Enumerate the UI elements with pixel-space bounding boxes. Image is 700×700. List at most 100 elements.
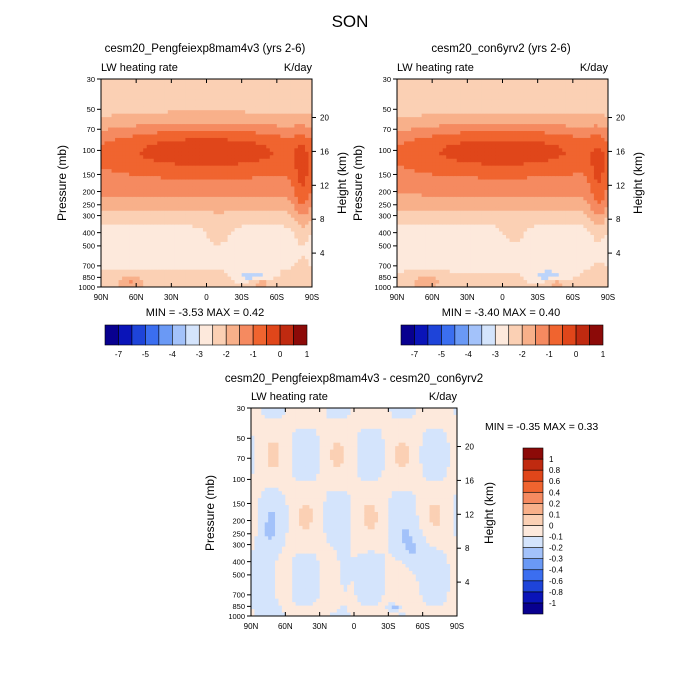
heatmap-cell bbox=[252, 79, 257, 83]
colorbar-swatch bbox=[252, 324, 267, 346]
heatmap-cell bbox=[178, 124, 183, 128]
heatmap-cell bbox=[111, 85, 116, 90]
heatmap-cell bbox=[446, 221, 451, 225]
heatmap-cell bbox=[414, 217, 419, 222]
heatmap-cell bbox=[400, 179, 405, 184]
heatmap-cell bbox=[304, 131, 309, 135]
heatmap-cell bbox=[421, 172, 426, 177]
heatmap-cell bbox=[111, 172, 116, 177]
heatmap-cell bbox=[428, 79, 433, 83]
heatmap-cell bbox=[143, 124, 148, 128]
heatmap-cell bbox=[115, 144, 119, 149]
heatmap-cell bbox=[195, 241, 200, 246]
heatmap-cell bbox=[192, 82, 197, 87]
heatmap-cell bbox=[132, 255, 137, 260]
heatmap-cell bbox=[227, 231, 232, 236]
heatmap-cell bbox=[453, 245, 458, 250]
heatmap-cell bbox=[252, 127, 257, 132]
heatmap-cell bbox=[157, 127, 162, 132]
heatmap-cell bbox=[178, 120, 183, 125]
heatmap-cell bbox=[178, 103, 183, 108]
heatmap-cell bbox=[266, 144, 271, 149]
heatmap-cell bbox=[167, 144, 172, 149]
heatmap-cell bbox=[463, 276, 468, 281]
heatmap-cell bbox=[397, 210, 401, 215]
heatmap-cell bbox=[118, 117, 123, 121]
heatmap-cell bbox=[167, 141, 172, 146]
heatmap-cell bbox=[213, 283, 218, 288]
heatmap-cell bbox=[400, 231, 405, 236]
heatmap-cell bbox=[231, 193, 236, 198]
heatmap-cell bbox=[101, 273, 105, 277]
heatmap-cell bbox=[276, 207, 281, 212]
heatmap-cell bbox=[283, 245, 288, 250]
heatmap-cell bbox=[132, 89, 137, 94]
heatmap-cell bbox=[202, 82, 207, 87]
heatmap-cell bbox=[199, 134, 204, 139]
heatmap-cell bbox=[283, 221, 288, 225]
heatmap-cell bbox=[435, 238, 440, 243]
heatmap-cell bbox=[446, 96, 451, 101]
heatmap-cell bbox=[297, 155, 302, 160]
heatmap-cell bbox=[206, 92, 211, 97]
heatmap-cell bbox=[178, 228, 183, 232]
heatmap-cell bbox=[118, 280, 123, 284]
heatmap-cell bbox=[404, 196, 408, 201]
heatmap-cell bbox=[435, 85, 440, 90]
heatmap-cell bbox=[269, 200, 274, 205]
heatmap-cell bbox=[266, 283, 271, 288]
heatmap-cell bbox=[195, 193, 200, 198]
heatmap-cell bbox=[104, 231, 109, 236]
heatmap-cell bbox=[467, 259, 472, 264]
heatmap-cell bbox=[231, 162, 236, 167]
heatmap-cell bbox=[101, 196, 105, 201]
heatmap-cell bbox=[241, 224, 246, 229]
heatmap-cell bbox=[252, 144, 257, 149]
heatmap-cell bbox=[206, 148, 211, 153]
heatmap-cell bbox=[400, 269, 405, 274]
heatmap-cell bbox=[245, 148, 250, 153]
heatmap-cell bbox=[217, 137, 221, 142]
heatmap-cell bbox=[269, 96, 274, 101]
heatmap-cell bbox=[167, 82, 172, 87]
heatmap-cell bbox=[280, 120, 285, 125]
heatmap-cell bbox=[248, 89, 253, 94]
heatmap-cell bbox=[118, 245, 123, 250]
heatmap-cell bbox=[470, 155, 475, 160]
heatmap-cell bbox=[185, 273, 190, 277]
heatmap-cell bbox=[297, 283, 302, 288]
heatmap-cell bbox=[178, 144, 183, 149]
heatmap-cell bbox=[397, 214, 401, 219]
heatmap-cell bbox=[404, 85, 408, 90]
heatmap-cell bbox=[160, 221, 165, 225]
heatmap-cell bbox=[463, 144, 468, 149]
heatmap-cell bbox=[132, 273, 137, 277]
heatmap-cell bbox=[164, 221, 169, 225]
heatmap-cell bbox=[283, 179, 288, 184]
heatmap-cell bbox=[185, 82, 190, 87]
heatmap-cell bbox=[136, 207, 141, 212]
heatmap-cell bbox=[122, 228, 127, 232]
heatmap-cell bbox=[115, 245, 119, 250]
heatmap-cell bbox=[308, 106, 313, 111]
heatmap-cell bbox=[248, 235, 253, 239]
heatmap-cell bbox=[252, 248, 257, 253]
heatmap-cell bbox=[139, 165, 144, 170]
heatmap-cell bbox=[174, 155, 179, 160]
heatmap-cell bbox=[287, 203, 292, 208]
height-tick-label: 16 bbox=[320, 147, 329, 156]
heatmap-cell bbox=[210, 144, 214, 149]
heatmap-cell bbox=[301, 89, 306, 94]
heatmap-cell bbox=[217, 155, 221, 160]
heatmap-cell bbox=[439, 283, 444, 288]
heatmap-cell bbox=[210, 280, 214, 284]
heatmap-cell bbox=[164, 231, 169, 236]
heatmap-cell bbox=[280, 79, 285, 83]
heatmap-cell bbox=[449, 179, 454, 184]
heatmap-cell bbox=[210, 252, 214, 257]
heatmap-cell bbox=[238, 169, 243, 173]
heatmap-cell bbox=[238, 203, 243, 208]
heatmap-cell bbox=[453, 169, 458, 173]
heatmap-cell bbox=[108, 141, 112, 146]
heatmap-cell bbox=[421, 158, 426, 163]
